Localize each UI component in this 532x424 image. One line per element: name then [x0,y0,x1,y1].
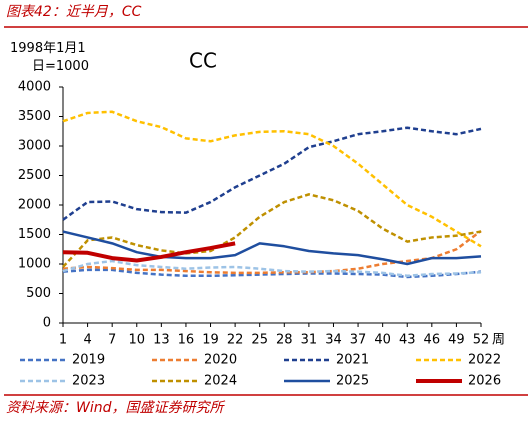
series-line [62,193,482,268]
x-tick-label: 1 [59,333,67,348]
x-tick-label: 46 [424,333,441,348]
legend-label: 2023 [72,374,105,389]
x-tick-label: 22 [227,333,244,348]
y-tick-label: 500 [26,286,51,301]
x-tick-label: 19 [202,333,219,348]
x-tick-label: 25 [251,333,268,348]
x-tick-label: 40 [374,333,391,348]
y-axis-label: 1998年1月1 日=1000 [10,41,89,74]
legend-label: 2021 [336,353,369,368]
chart-title: CC [189,49,217,73]
y-tick-label: 4000 [18,80,51,95]
x-tick-label: 31 [301,333,318,348]
legend-label: 2024 [204,374,237,389]
x-unit: 周 [492,333,505,348]
y-tick-label: 2500 [18,168,51,183]
header: 图表42：近半月，CC [6,4,142,20]
y-tick-label: 3000 [18,139,51,154]
series-line [62,268,482,279]
source: 资料来源：Wind，国盛证券研究所 [6,400,225,416]
legend-label: 2022 [468,353,501,368]
x-tick-label: 49 [448,333,465,348]
series-line [62,241,236,263]
legend-label: 2019 [72,353,105,368]
x-tick-label: 43 [399,333,416,348]
x-tick-label: 10 [128,333,145,348]
series-line [62,229,482,275]
y-tick-label: 1500 [18,227,51,242]
series-line [62,126,482,221]
y-tick-label: 2000 [18,198,51,213]
legend-label: 2026 [468,374,501,389]
x-tick-label: 28 [276,333,293,348]
x-tick-label: 16 [178,333,195,348]
y-tick-label: 0 [43,316,51,331]
series-line [62,259,482,278]
legend-label: 2020 [204,353,237,368]
x-tick-label: 34 [325,333,342,348]
series-line [62,110,482,248]
y-tick-label: 1000 [18,257,51,272]
x-tick-label: 13 [153,333,170,348]
series-line [62,230,482,266]
x-tick-label: 4 [83,333,91,348]
x-tick-label: 7 [108,333,116,348]
x-tick-label: 52 [473,333,490,348]
x-tick-label: 37 [350,333,367,348]
y-tick-label: 3500 [18,109,51,124]
legend-label: 2025 [336,374,369,389]
